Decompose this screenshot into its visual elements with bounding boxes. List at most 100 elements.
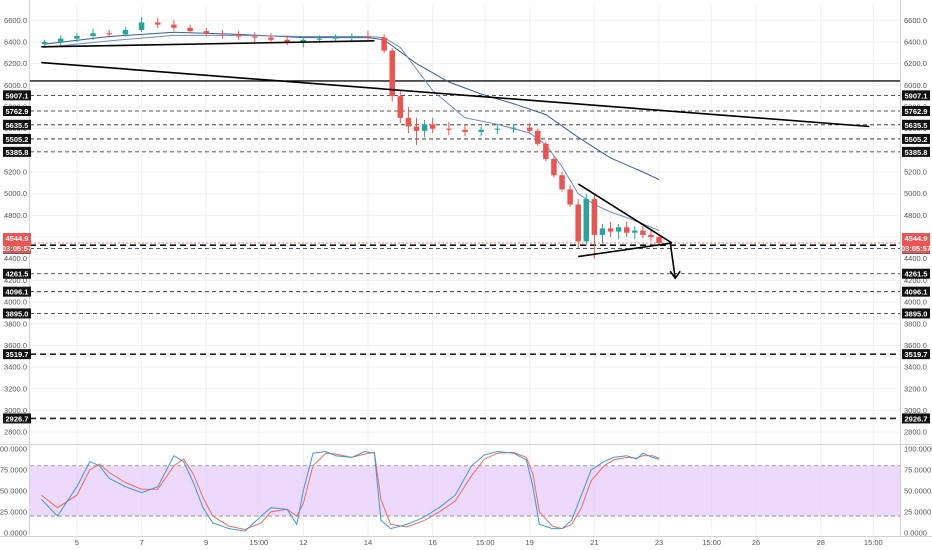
stoch-d-line [40, 451, 660, 531]
price-tick-left: 5200.0 [4, 168, 27, 177]
price-tick-right: 3400.0 [904, 363, 927, 372]
trendline [41, 61, 870, 128]
candle-body [575, 204, 581, 242]
candle-body [478, 129, 484, 132]
time-tick: 28 [817, 538, 825, 547]
time-tick: 21 [590, 538, 598, 547]
oscillator-band [30, 465, 900, 517]
osc-tick-left: 0.0000 [4, 528, 27, 537]
osc-tick-right: 75.0000 [904, 465, 931, 474]
candle-body [462, 129, 468, 132]
time-tick: 15:00 [476, 538, 495, 547]
price-tick-left: 2800.0 [4, 428, 27, 437]
level-label-left-bg [3, 105, 31, 116]
level-label-right-bg [902, 133, 930, 144]
price-tick-right: 6000.0 [904, 81, 927, 90]
candle-body [446, 128, 452, 130]
osc-tick-left: 25.0000 [0, 507, 27, 516]
candle-body [252, 36, 258, 38]
candle-body [607, 228, 614, 232]
level-label-left-bg [3, 413, 31, 424]
candle-body [543, 143, 549, 160]
price-tick-left: 6400.0 [4, 37, 27, 46]
countdown-label-left-bg [3, 243, 31, 254]
countdown-label-right-bg [902, 243, 930, 254]
level-label-left-bg [3, 286, 31, 297]
price-tick-left: 6600.0 [4, 16, 27, 25]
level-label-left-bg [3, 146, 31, 157]
level-label-right-bg [902, 90, 930, 101]
drawings-layer [41, 40, 870, 280]
level-label-left: 5505.2 [6, 135, 29, 144]
current-price-label-right: 4544.9 [905, 234, 928, 243]
candle-body [397, 96, 404, 118]
level-label-left: 2926.7 [6, 414, 29, 423]
level-label-left-bg [3, 90, 31, 101]
time-tick: 12 [299, 538, 307, 547]
time-tick: 15:00 [864, 538, 883, 547]
price-tick-right: 3200.0 [904, 384, 927, 393]
candle-body [187, 27, 193, 32]
candle-body [656, 237, 662, 244]
arrow-shaft [669, 243, 677, 279]
osc-tick-right: 100.0000 [904, 445, 932, 454]
candle-body [413, 126, 420, 131]
candle-body [332, 37, 339, 39]
time-tick: 5 [75, 538, 79, 547]
candle-body [389, 50, 395, 97]
osc-tick-left: 100.0000 [0, 445, 27, 454]
level-label-right: 5907.1 [905, 91, 928, 100]
level-labels-layer: 5907.1 5907.1 5762.9 5762.9 5635.5 5635.5 5505… [2, 90, 931, 424]
level-label-right: 2926.7 [905, 414, 928, 423]
price-tick-right: 3800.0 [904, 319, 927, 328]
price-tick-left: 6200.0 [4, 59, 27, 68]
price-tick-right: 6600.0 [904, 16, 927, 25]
moving-average-line [44, 31, 660, 181]
trendline [578, 242, 673, 258]
osc-tick-right: 50.0000 [904, 486, 931, 495]
level-label-left-bg [3, 119, 31, 130]
price-tick-left: 3600.0 [4, 341, 27, 350]
candle-body [171, 24, 177, 28]
level-label-right-bg [902, 105, 930, 116]
grid [0, 0, 932, 537]
price-tick-left: 3800.0 [4, 319, 27, 328]
candle-body [599, 228, 606, 235]
osc-tick-right: 25.0000 [904, 507, 931, 516]
price-tick-left: 6000.0 [4, 81, 27, 90]
level-label-left-bg [3, 268, 31, 279]
price-tick-right: 4000.0 [904, 298, 927, 307]
candle-body [405, 117, 412, 127]
candle-body [623, 227, 630, 233]
candle-body [300, 39, 307, 42]
level-label-left: 5762.9 [6, 107, 29, 116]
price-tick-right: 3600.0 [904, 341, 927, 350]
candle-body [284, 39, 290, 42]
level-label-left: 5635.5 [6, 121, 29, 130]
osc-tick-left: 75.0000 [0, 465, 27, 474]
candle-body [203, 31, 210, 34]
level-label-right-bg [902, 146, 930, 157]
time-tick: 23 [655, 538, 663, 547]
price-tick-right: 6400.0 [904, 37, 927, 46]
level-label-right-bg [902, 308, 930, 319]
trendline [41, 40, 375, 48]
level-label-left: 4096.1 [6, 288, 29, 297]
candle-body [567, 189, 573, 205]
candle-body [365, 36, 371, 38]
price-tick-right: 5000.0 [904, 189, 927, 198]
candle-body [219, 33, 226, 35]
time-tick: 26 [752, 538, 760, 547]
axes-layer: 6600.0 6600.0 6400.0 6400.0 6200.0 6200.0 6000… [0, 16, 932, 547]
time-tick: 15:00 [702, 538, 721, 547]
candle-body [155, 22, 161, 25]
time-tick: 14 [364, 538, 372, 547]
time-tick: 19 [526, 538, 534, 547]
candle-body [591, 199, 598, 235]
level-label-left: 3895.0 [6, 309, 29, 318]
level-label-left: 5907.1 [6, 91, 29, 100]
level-label-left-bg [3, 349, 31, 360]
level-label-left-bg [3, 308, 31, 319]
candle-body [57, 38, 64, 42]
